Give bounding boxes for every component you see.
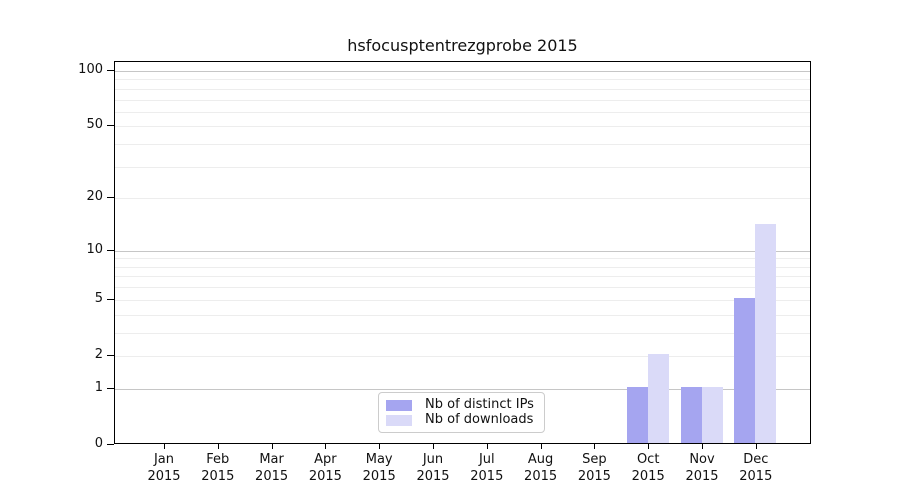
x-axis-tick-label: Oct 2015: [631, 452, 665, 484]
legend-swatch-downloads: [386, 414, 412, 426]
x-axis-tick-label: Aug 2015: [524, 452, 558, 484]
gridline-minor: [115, 166, 810, 168]
y-axis-tick: [107, 197, 114, 199]
gridline-major: [115, 388, 810, 390]
x-axis-tick-label: Apr 2015: [308, 452, 342, 484]
legend: Nb of distinct IPs Nb of downloads: [378, 392, 545, 433]
y-axis-tick-label: 1: [94, 379, 103, 395]
bar-distinct-ips: [734, 297, 756, 443]
y-axis-tick-label: 20: [86, 189, 103, 205]
x-axis-tick: [217, 444, 219, 449]
gridline-minor: [115, 79, 810, 81]
gridline-minor: [115, 266, 810, 268]
x-axis-tick-label: Nov 2015: [685, 452, 719, 484]
x-axis-tick: [271, 444, 273, 449]
gridline-minor: [115, 198, 810, 200]
gridline-minor: [115, 314, 810, 316]
gridline-minor: [115, 99, 810, 101]
bar-distinct-ips: [680, 386, 702, 443]
bar-downloads: [701, 386, 723, 443]
gridline-minor: [115, 88, 810, 90]
y-axis-tick-label: 0: [94, 436, 103, 451]
x-axis-tick-label: Feb 2015: [201, 452, 235, 484]
x-axis-tick: [648, 444, 650, 449]
x-axis-tick-label: May 2015: [362, 452, 396, 484]
legend-label-distinct-ips: Nb of distinct IPs: [425, 397, 534, 412]
gridline-minor: [115, 126, 810, 128]
x-axis-tick: [702, 444, 703, 449]
gridline-major: [115, 71, 810, 72]
y-axis-tick: [107, 387, 114, 389]
x-axis-tick: [486, 444, 488, 449]
y-axis-tick: [107, 298, 114, 300]
x-axis-tick-label: Jun 2015: [416, 452, 450, 484]
x-axis-tick-label: Sep 2015: [577, 452, 611, 484]
gridline-minor: [115, 287, 810, 289]
y-axis-tick: [107, 249, 114, 251]
x-axis-tick: [755, 444, 757, 449]
y-axis-tick-label: 2: [94, 346, 103, 362]
y-axis-tick-label: 100: [78, 62, 103, 77]
y-axis-tick: [107, 70, 114, 71]
y-axis-tick-label: 10: [86, 241, 103, 257]
gridline-minor: [115, 276, 810, 278]
legend-item-distinct-ips: Nb of distinct IPs: [386, 398, 535, 412]
gridline-minor: [115, 258, 810, 260]
y-axis-tick-label: 5: [94, 290, 103, 306]
x-axis-tick: [433, 444, 434, 449]
x-axis-tick: [164, 444, 165, 449]
legend-item-downloads: Nb of downloads: [386, 413, 535, 427]
gridline-minor: [115, 299, 810, 301]
y-axis-tick: [107, 125, 114, 127]
y-axis-tick: [107, 354, 114, 356]
gridline-minor: [115, 111, 810, 113]
x-axis-tick-label: Jan 2015: [147, 452, 181, 484]
gridline-minor: [115, 144, 810, 146]
gridline-minor: [115, 332, 810, 334]
plot-area: [114, 61, 811, 444]
x-axis-tick: [325, 444, 327, 449]
y-axis-tick-label: 50: [86, 117, 103, 133]
legend-swatch-distinct-ips: [386, 399, 412, 411]
bar-downloads: [647, 353, 669, 443]
x-axis-tick: [540, 444, 542, 449]
x-axis-tick: [379, 444, 381, 449]
x-axis-tick-label: Jul 2015: [470, 452, 504, 484]
legend-label-downloads: Nb of downloads: [425, 412, 534, 427]
gridline-minor: [115, 355, 810, 357]
y-axis-tick: [107, 444, 114, 445]
gridline-major: [115, 250, 810, 252]
x-axis-tick-label: Dec 2015: [739, 452, 773, 484]
x-axis-tick-label: Mar 2015: [255, 452, 289, 484]
x-axis-tick: [594, 444, 596, 449]
bar-downloads: [755, 223, 777, 443]
bar-distinct-ips: [626, 386, 648, 443]
chart-title: hsfocusptentrezgprobe 2015: [347, 36, 578, 55]
